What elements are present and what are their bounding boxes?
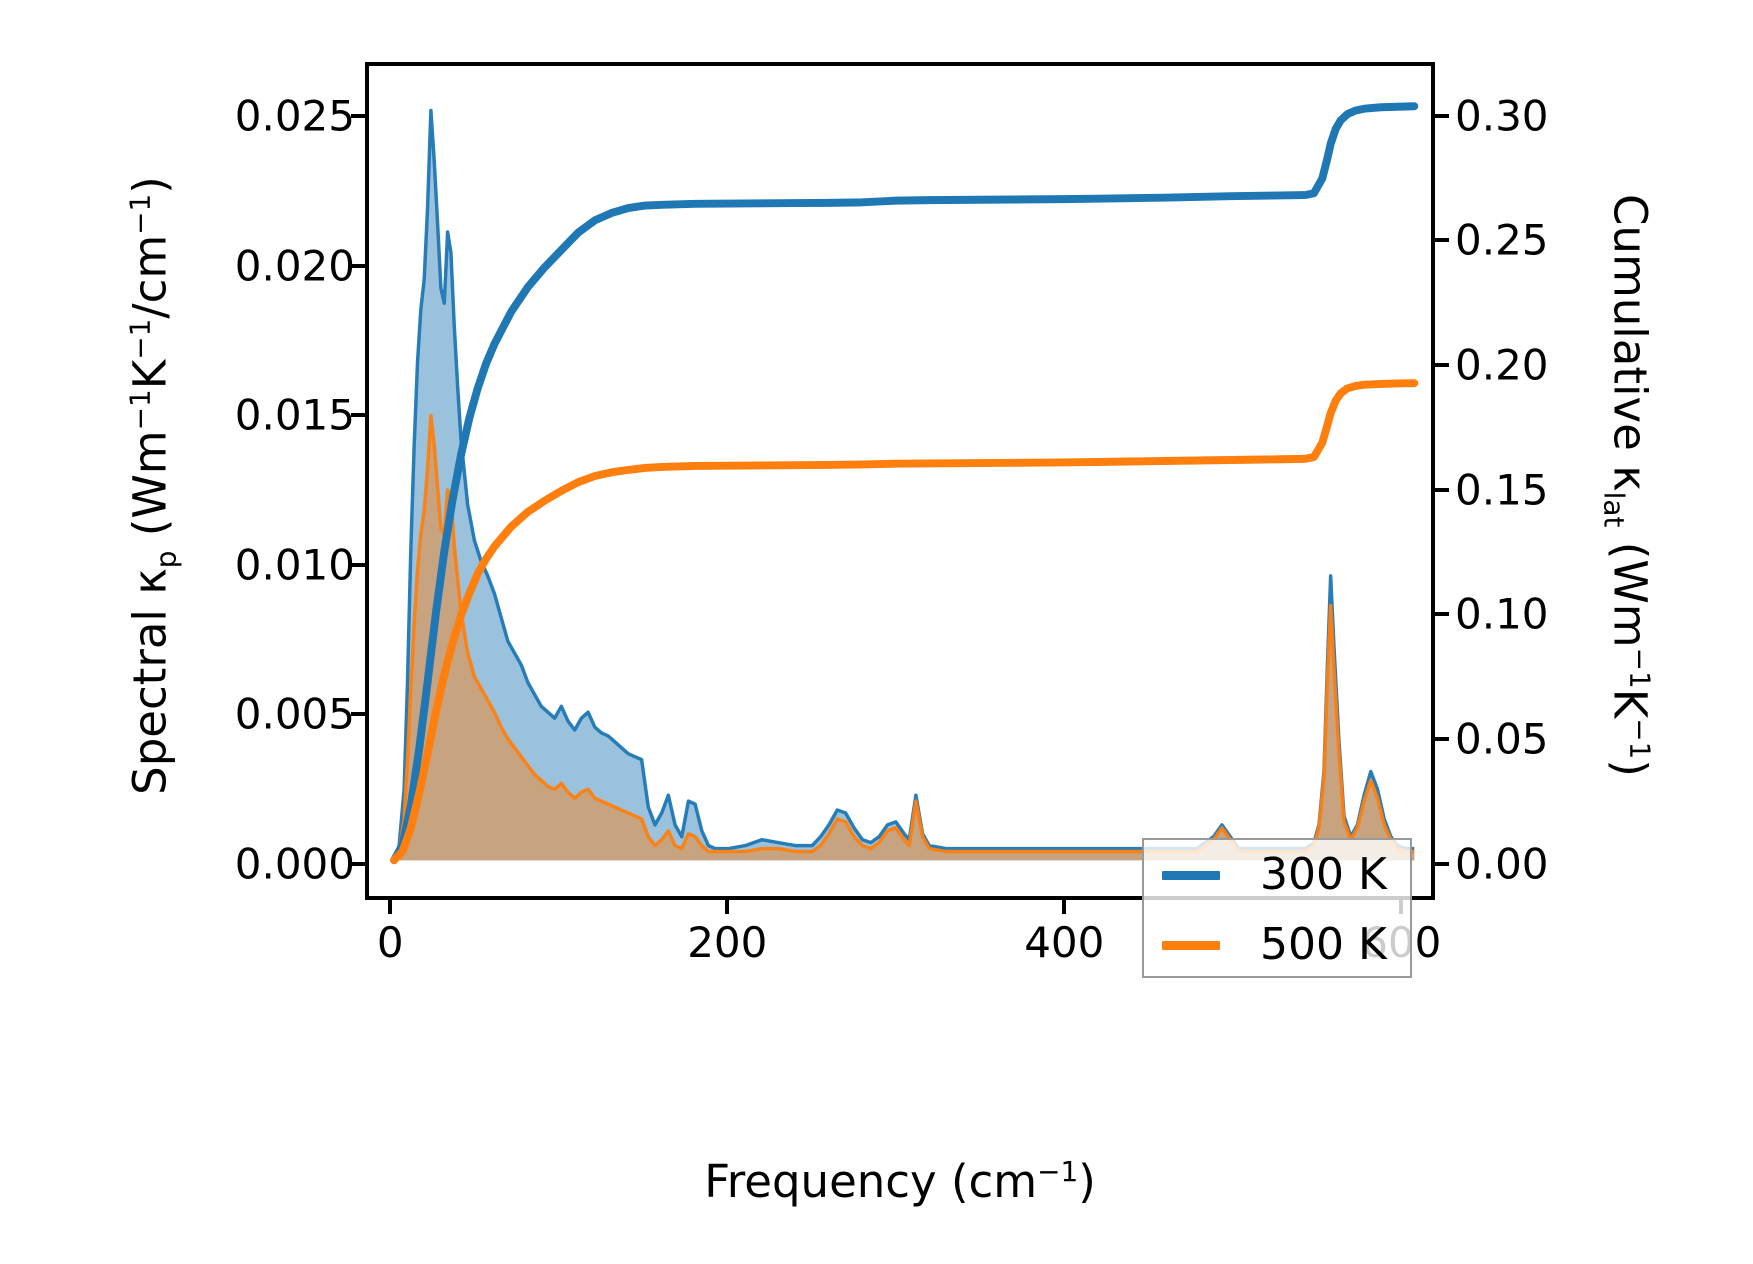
y-tickmark-right-0 [1435,861,1449,866]
y-axis-left-label-container: Spectral κp (Wm−1K−1/cm−1) [60,62,183,900]
y-tickmark-right-1 [1435,737,1449,742]
legend-swatch-500k [1162,940,1220,950]
legend-item-300k[interactable]: 300 K [1144,840,1410,910]
y-tickmark-left-3 [351,413,365,418]
x-tickmark-0 [388,900,393,914]
y-tick-label-right-1: 0.05 [1455,714,1549,764]
y-tick-label-right-6: 0.30 [1455,91,1549,141]
y-tickmark-right-2 [1435,612,1449,617]
y-tickmark-left-5 [351,113,365,118]
y-tick-label-right-0: 0.00 [1455,839,1549,889]
x-tickmark-1 [725,900,730,914]
x-tick-label-0: 0 [376,918,404,967]
y-tick-label-right-2: 0.10 [1455,589,1549,639]
y-axis-right-label-container: Cumulative κlat (Wm−1K−1) [1598,62,1660,900]
x-axis-label: Frequency (cm−1) [704,1155,1096,1208]
spectral-fill-300k [394,110,1415,861]
x-tick-label-1: 200 [687,918,768,967]
y-axis-left-label: Spectral κp (Wm−1K−1/cm−1) [123,176,183,795]
x-tickmark-2 [1062,900,1067,914]
y-tickmark-left-1 [351,712,365,717]
spectral-fill-500k [394,415,1415,861]
legend-label-300k: 300 K [1260,849,1387,900]
y-tickmark-left-2 [351,562,365,567]
legend-label-500k: 500 K [1260,919,1387,970]
plot-svg [390,102,1419,865]
x-tick-label-2: 400 [1024,918,1105,967]
y-tick-label-right-4: 0.20 [1455,340,1549,390]
cumulative-line-300kcumulative [390,102,1419,865]
legend-swatch-300k [1162,870,1220,880]
y-tick-label-left-4: 0.020 [234,241,355,290]
y-tickmark-right-4 [1435,363,1449,368]
y-tick-label-left-1: 0.005 [234,689,355,739]
y-tickmark-left-4 [351,263,365,268]
y-tickmark-left-0 [351,862,365,867]
y-tick-label-left-2: 0.010 [234,540,355,590]
legend-item-500k[interactable]: 500 K [1144,910,1410,980]
cumulative-line-500kcumulative [390,379,1419,865]
y-tickmark-right-6 [1435,113,1449,118]
y-tickmark-right-5 [1435,238,1449,243]
y-tick-label-left-0: 0.000 [234,839,355,889]
y-tick-label-right-3: 0.15 [1455,465,1549,515]
y-tick-label-left-3: 0.015 [234,390,355,440]
y-tick-label-left-5: 0.025 [234,91,355,141]
legend[interactable]: 300 K 500 K [1142,838,1412,978]
y-axis-right-label: Cumulative κlat (Wm−1K−1) [1597,194,1657,777]
plot-area [365,62,1435,900]
y-tickmark-right-3 [1435,487,1449,492]
y-tick-label-right-5: 0.25 [1455,215,1549,265]
